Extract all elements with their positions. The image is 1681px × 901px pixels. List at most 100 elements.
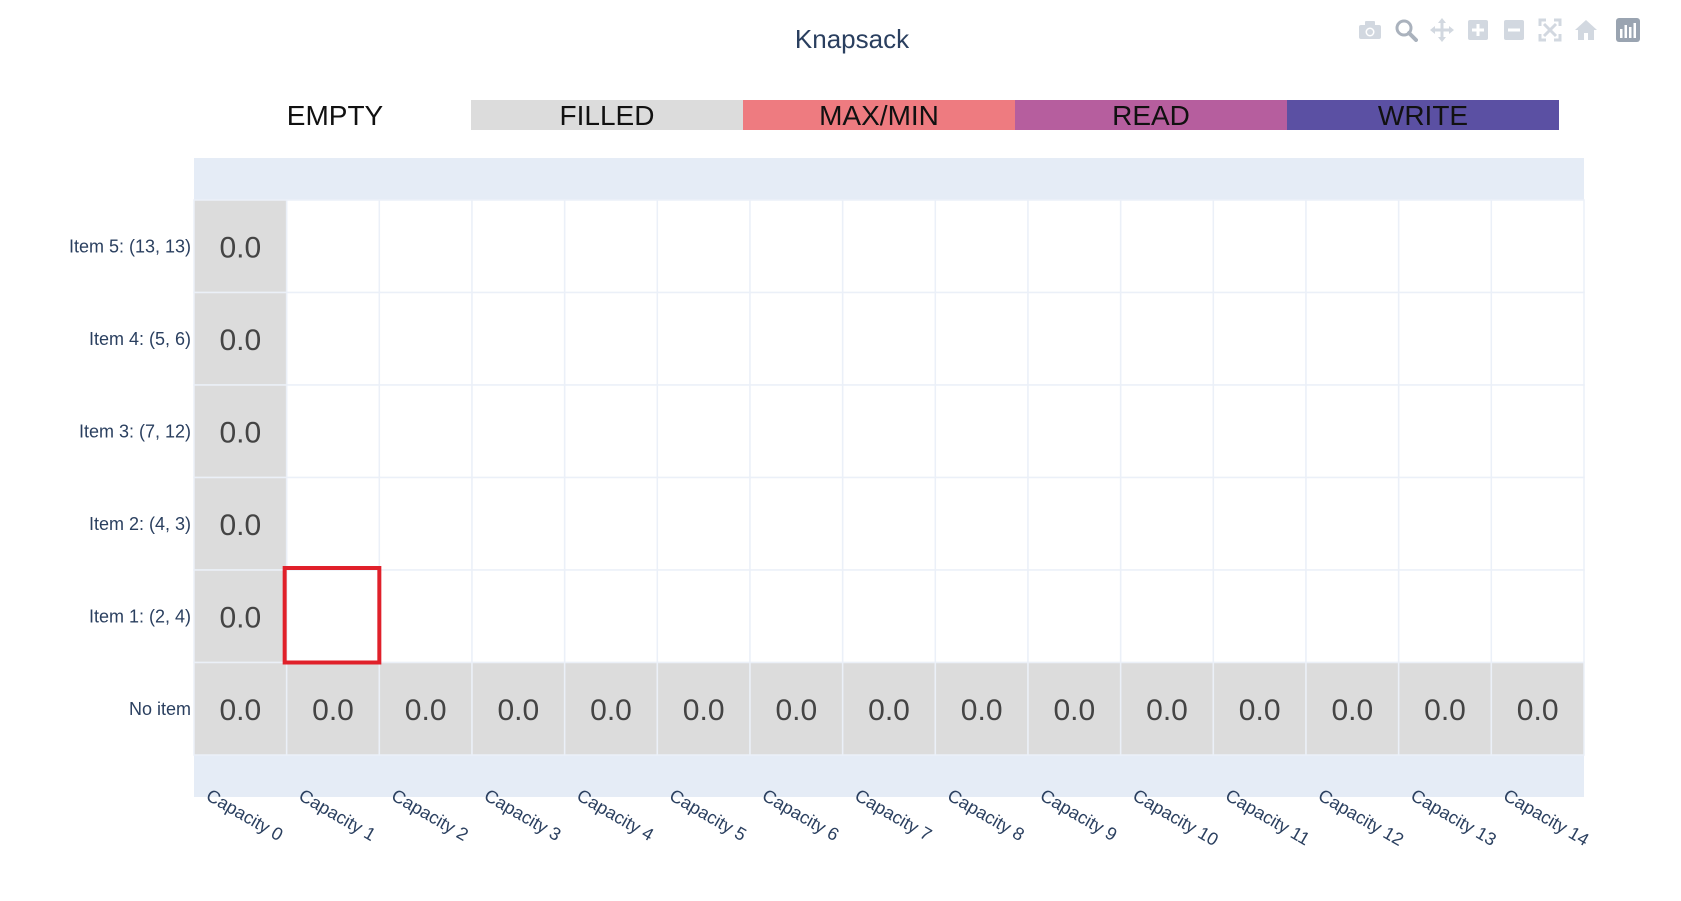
legend-swatch-empty (199, 100, 471, 130)
heatmap-cell (1119, 569, 1215, 664)
heatmap-cell (749, 291, 844, 386)
heatmap-cell (1397, 661, 1493, 756)
zoom-icon[interactable] (1392, 16, 1420, 44)
heatmap-cell (749, 476, 844, 571)
heatmap-cell (934, 569, 1029, 664)
heatmap-cell (471, 476, 566, 571)
cell-value: 0.0 (219, 694, 261, 727)
heatmap-cell (1305, 476, 1400, 571)
pan-icon[interactable] (1428, 16, 1456, 44)
heatmap-cell (841, 661, 937, 756)
cell-value: 0.0 (683, 694, 725, 727)
heatmap-cell (749, 384, 844, 479)
cell-value: 0.0 (590, 694, 632, 727)
camera-icon[interactable] (1356, 16, 1384, 44)
heatmap-cell (193, 661, 288, 756)
heatmap-cell (1490, 476, 1585, 571)
heatmap-cell (378, 661, 473, 756)
heatmap-cell (1212, 569, 1307, 664)
cell-value: 0.0 (1424, 694, 1466, 727)
heatmap-cell (934, 476, 1029, 571)
heatmap-cell (656, 476, 751, 571)
heatmap-cell (285, 569, 381, 664)
heatmap-cell (841, 199, 937, 294)
heatmap-cell (749, 661, 844, 756)
heatmap-cell (841, 476, 937, 571)
y-tick-label: No item (129, 699, 191, 719)
cell-value: 0.0 (219, 231, 261, 264)
legend-swatch-filled (471, 100, 743, 130)
legend-swatch-write (1287, 100, 1559, 130)
heatmap-cell (1212, 384, 1307, 479)
y-tick-label: Item 4: (5, 6) (89, 329, 191, 349)
legend-label-empty: EMPTY (287, 100, 384, 131)
heatmap-cell (563, 661, 659, 756)
legend-swatch-read (1015, 100, 1287, 130)
heatmap-cell (656, 291, 751, 386)
cell-value: 0.0 (219, 509, 261, 542)
heatmap-cell (841, 291, 937, 386)
heatmap-cell (1305, 569, 1400, 664)
legend: EMPTY FILLED MAX/MIN READ WRITE (199, 100, 1559, 131)
heatmap-cell (285, 476, 381, 571)
home-icon[interactable] (1572, 16, 1600, 44)
chart-title: Knapsack (795, 24, 910, 54)
heatmap-cell (1212, 476, 1307, 571)
heatmap-cell (1305, 661, 1400, 756)
cell-value: 0.0 (1239, 694, 1281, 727)
y-tick-label: Item 1: (2, 4) (89, 606, 191, 626)
autoscale-icon[interactable] (1536, 16, 1564, 44)
cell-value: 0.0 (1146, 694, 1188, 727)
heatmap-cell (934, 199, 1029, 294)
heatmap-cell (1119, 661, 1215, 756)
heatmap-cell (934, 291, 1029, 386)
heatmap-cell (1027, 569, 1122, 664)
plot-band-bottom (194, 755, 1584, 797)
heatmap-cell (471, 384, 566, 479)
heatmap-cell (563, 476, 659, 571)
cell-value: 0.0 (1053, 694, 1095, 727)
heatmap-cell (378, 199, 473, 294)
heatmap-cell (1305, 384, 1400, 479)
heatmap-cell (378, 569, 473, 664)
modebar (1356, 16, 1642, 44)
y-tick-label: Item 5: (13, 13) (69, 236, 191, 256)
heatmap-cell (1305, 199, 1400, 294)
heatmap-cell (1027, 661, 1122, 756)
heatmap-cell (656, 199, 751, 294)
heatmap-cell (1397, 476, 1493, 571)
y-tick-label: Item 2: (4, 3) (89, 514, 191, 534)
highlight-cell-box (282, 566, 382, 665)
cell-value: 0.0 (219, 416, 261, 449)
heatmap-cell (1027, 199, 1122, 294)
cell-value: 0.0 (868, 694, 910, 727)
cell-value: 0.0 (219, 324, 261, 357)
heatmap-cell (193, 291, 288, 386)
heatmap-cell (841, 384, 937, 479)
heatmap-cell (1027, 291, 1122, 386)
heatmap-plot: 0.0 0.0 0.0 0.0 0.0 0.0 0.0 0.0 0.0 0.0 0.0 0.0 0.0 0… (69, 158, 1592, 850)
cell-value: 0.0 (1331, 694, 1373, 727)
heatmap-cell (563, 199, 659, 294)
plotly-logo-icon[interactable] (1614, 16, 1642, 44)
cell-value: 0.0 (497, 694, 539, 727)
heatmap-cell (1397, 569, 1493, 664)
heatmap-cell (1119, 199, 1215, 294)
heatmap-cell (1212, 661, 1307, 756)
zoom-in-icon[interactable] (1464, 16, 1492, 44)
heatmap-cell (1027, 384, 1122, 479)
cell-value: 0.0 (961, 694, 1003, 727)
cell-value: 0.0 (405, 694, 447, 727)
cell-value: 0.0 (219, 601, 261, 634)
plot-band-top (194, 158, 1584, 200)
heatmap-cell (193, 476, 288, 571)
heatmap-cell (934, 384, 1029, 479)
zoom-out-icon[interactable] (1500, 16, 1528, 44)
heatmap-cell (841, 569, 937, 664)
cell-value: 0.0 (312, 694, 354, 727)
heatmap-cell (1212, 291, 1307, 386)
heatmap-cell (563, 569, 659, 664)
heatmap-cell (1119, 291, 1215, 386)
heatmap-cell (285, 291, 381, 386)
heatmap-cell (1490, 661, 1585, 756)
